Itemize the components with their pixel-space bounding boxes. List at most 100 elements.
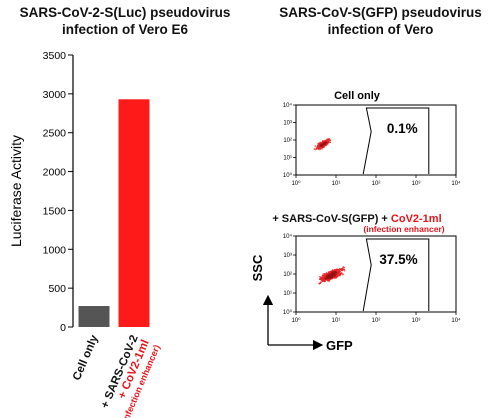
cell-dot — [316, 146, 319, 148]
y-tick-label: 0 — [60, 322, 66, 334]
cell-dot — [317, 144, 320, 147]
x-category-line: Cell only — [71, 333, 101, 382]
cell-dot — [321, 140, 324, 143]
y-tick-label: 1500 — [43, 205, 67, 217]
flow-plot: 10⁰ 10¹ 10² 10³ 10⁴ 10⁰ 10¹ 10² 10³ 10⁴ 37.5% — [283, 233, 461, 324]
cell-dot — [327, 272, 330, 274]
y-axis-label: Luciferase Activity — [8, 135, 24, 247]
y-tick-label: 10² — [283, 138, 292, 144]
cell-dot — [323, 279, 326, 282]
cell-dot — [332, 271, 335, 274]
y-tick-label: 10¹ — [283, 291, 292, 297]
cell-dot — [330, 273, 333, 276]
cell-dot — [319, 278, 321, 281]
cell-dot — [334, 274, 337, 277]
cell-dot — [329, 276, 332, 279]
x-tick-label: 10⁰ — [291, 180, 301, 187]
cell-dot — [343, 269, 346, 272]
y-tick-label: 10⁴ — [283, 233, 293, 240]
cell-dot — [342, 266, 345, 269]
bar-chart-title: SARS-CoV-2-S(Luc) pseudovirus infection … — [19, 5, 231, 37]
cell-dot — [325, 143, 328, 146]
cell-dot — [336, 275, 339, 278]
x-tick-label: 10³ — [412, 181, 421, 187]
panel-label-part: + SARS-CoV-S(GFP) + — [272, 213, 391, 225]
cell-dot — [329, 141, 331, 144]
y-tick-label: 3000 — [43, 89, 67, 101]
cell-dot — [322, 273, 325, 275]
cell-dot — [329, 139, 332, 142]
cell-dot — [313, 148, 316, 150]
x-category-label: Cell only — [71, 333, 101, 382]
cell-dot — [338, 272, 341, 275]
cell-dot — [332, 275, 335, 278]
y-tick-label: 500 — [48, 283, 66, 295]
plot-frame — [295, 235, 457, 313]
gate-percentage: 0.1% — [387, 121, 418, 136]
cell-dot — [324, 277, 326, 280]
y-tick-label: 10⁰ — [283, 309, 293, 316]
gate-outline — [362, 107, 430, 175]
cell-dot — [327, 138, 329, 140]
panel-label-part: CoV2-1ml — [391, 213, 442, 225]
cell-dot — [340, 272, 343, 275]
x-tick-label: 10¹ — [332, 181, 341, 187]
cell-dot — [320, 276, 322, 279]
y-tick-label: 2000 — [43, 167, 67, 179]
y-tick-label: 1000 — [43, 244, 67, 256]
cell-dot — [314, 145, 317, 147]
x-tick-label: 10⁰ — [291, 317, 301, 324]
gate-percentage: 37.5% — [379, 252, 417, 267]
y-tick-label: 10⁰ — [283, 172, 293, 179]
cell-dot — [321, 147, 324, 150]
x-tick-label: 10³ — [412, 318, 421, 324]
cell-dot — [328, 277, 330, 280]
y-tick-label: 10¹ — [283, 156, 292, 162]
cell-dot — [336, 269, 339, 272]
cell-dot — [327, 275, 330, 277]
y-tick-label: 2500 — [43, 128, 67, 140]
cell-dot — [338, 268, 341, 270]
flow-chart-title: SARS-CoV-S(GFP) pseudovirus infection of… — [279, 5, 482, 37]
cell-dot — [327, 141, 330, 144]
cell-dot — [324, 141, 327, 144]
ssc-label: SSC — [250, 254, 265, 281]
bar — [78, 306, 110, 327]
x-tick-label: 10⁴ — [451, 317, 461, 324]
cell-dot — [336, 273, 339, 275]
flow-plot: 10⁰ 10¹ 10² 10³ 10⁴ 10⁰ 10¹ 10² 10³ 10⁴ 0.1% — [283, 102, 461, 187]
cell-dot — [327, 279, 330, 282]
cell-dot — [332, 276, 335, 279]
x-category-label: + SARS-CoV-2+ CoV2-1ml(infection enhance… — [99, 333, 162, 418]
cell-dot — [342, 273, 345, 276]
cell-dot — [341, 267, 344, 270]
y-tick-label: 10⁴ — [283, 102, 293, 109]
y-tick-label: 3500 — [43, 50, 67, 62]
cell-dot — [322, 278, 324, 281]
x-tick-label: 10¹ — [332, 318, 341, 324]
bar — [118, 99, 150, 327]
gate-outline — [362, 238, 430, 312]
cell-dot — [333, 269, 336, 272]
plot-frame — [295, 104, 457, 176]
x-tick-label: 10² — [372, 318, 381, 324]
y-tick-label: 10³ — [283, 253, 292, 259]
cell-dot — [324, 273, 327, 276]
cell-dot — [329, 271, 332, 274]
panel-label-cell-only: Cell only — [334, 90, 381, 102]
panel-sublabel: (infection enhancer) — [363, 224, 444, 234]
y-tick-label: 10² — [283, 272, 292, 278]
y-tick-label: 10³ — [283, 121, 292, 127]
panel-label-treated: + SARS-CoV-S(GFP) + CoV2-1ml — [272, 213, 441, 225]
cell-dot — [320, 143, 323, 146]
cell-dot — [320, 279, 323, 282]
x-tick-label: 10² — [372, 181, 381, 187]
cell-dot — [322, 275, 325, 278]
gfp-label: GFP — [326, 338, 353, 353]
cell-dot — [319, 146, 322, 149]
cell-dot — [326, 276, 329, 279]
x-tick-label: 10⁴ — [451, 180, 461, 187]
cell-dot — [320, 281, 322, 284]
cell-dot — [338, 274, 341, 277]
